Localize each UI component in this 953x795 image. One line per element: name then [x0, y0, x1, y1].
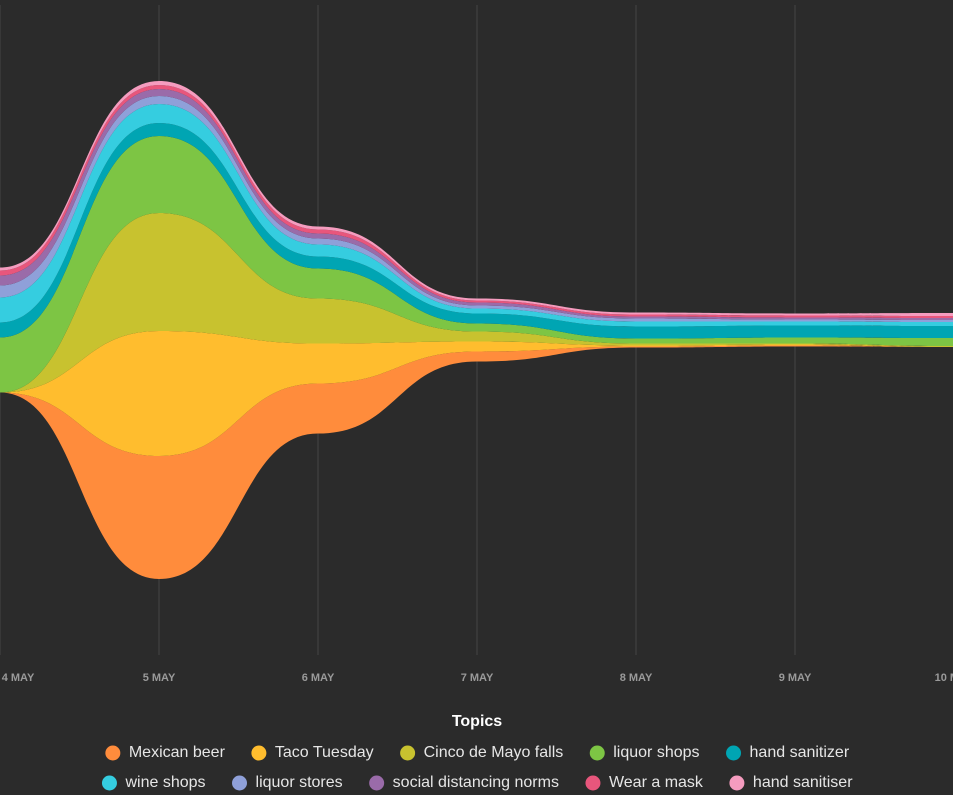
- legend-label: hand sanitizer: [750, 744, 850, 761]
- legend-swatch: [589, 745, 605, 761]
- legend-item: liquor stores: [232, 774, 343, 791]
- legend-label: Wear a mask: [609, 774, 704, 791]
- legend-label: wine shops: [124, 774, 205, 791]
- legend-item: Wear a mask: [585, 774, 704, 791]
- legend-label: liquor stores: [256, 774, 343, 791]
- x-tick-label: 6 MAY: [302, 672, 335, 684]
- legend-item: social distancing norms: [369, 774, 559, 791]
- legend-item: wine shops: [101, 774, 206, 791]
- stream-layer: [0, 331, 953, 456]
- legend-label: Mexican beer: [129, 744, 226, 761]
- legend-swatch: [251, 745, 267, 761]
- legend-row: wine shops liquor stores social distancing…: [101, 774, 853, 791]
- x-tick-label: 4 MAY: [2, 672, 35, 684]
- legend-swatch: [101, 775, 117, 791]
- legend-label: Cinco de Mayo falls: [424, 744, 564, 761]
- legend-item: Taco Tuesday: [251, 744, 374, 761]
- legend-label: social distancing norms: [393, 774, 559, 791]
- legend-item: hand sanitiser: [729, 774, 853, 791]
- legend-swatch: [726, 745, 742, 761]
- x-tick-label: 10 MAY: [935, 672, 953, 684]
- legend-title: Topics: [452, 713, 502, 730]
- legend-swatch: [105, 745, 121, 761]
- x-tick-label: 8 MAY: [620, 672, 653, 684]
- legend-label: Taco Tuesday: [275, 744, 374, 761]
- legend-swatch: [232, 775, 248, 791]
- legend-label: hand sanitiser: [753, 774, 853, 791]
- legend-swatch: [729, 775, 745, 791]
- legend-swatch: [400, 745, 416, 761]
- legend-row: Mexican beer Taco Tuesday Cinco de Mayo fa…: [105, 744, 850, 761]
- x-tick-label: 5 MAY: [143, 672, 176, 684]
- legend-label: liquor shops: [613, 744, 699, 761]
- stream-layer: [0, 213, 953, 393]
- legend-item: liquor shops: [589, 744, 700, 761]
- x-tick-label: 9 MAY: [779, 672, 812, 684]
- legend-swatch: [585, 775, 601, 791]
- legend-swatch: [369, 775, 385, 791]
- legend-item: Cinco de Mayo falls: [400, 744, 563, 761]
- stream-layer: [0, 345, 953, 579]
- streams: [0, 81, 953, 579]
- legend-item: hand sanitizer: [726, 744, 850, 761]
- legend-item: Mexican beer: [105, 744, 226, 761]
- x-tick-label: 7 MAY: [461, 672, 494, 684]
